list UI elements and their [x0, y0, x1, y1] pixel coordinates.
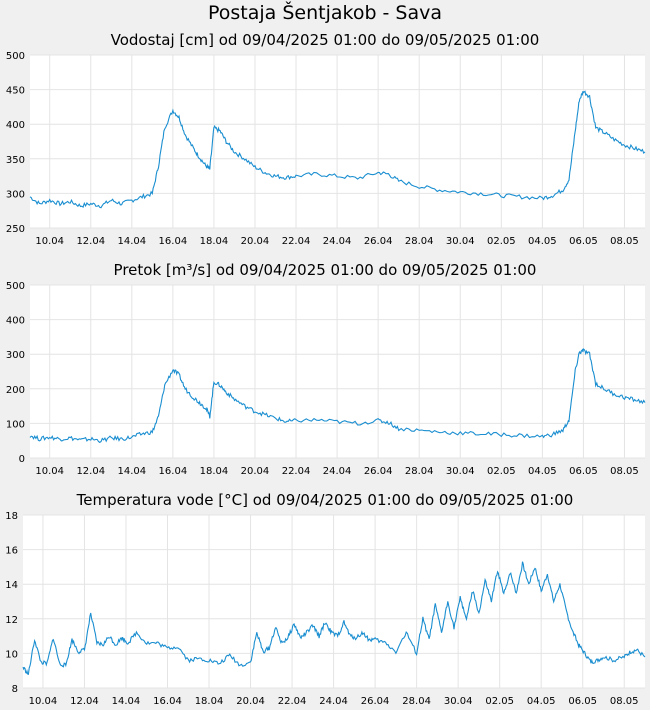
x-tick-label: 08.05 — [610, 236, 639, 247]
y-tick-label: 500 — [6, 281, 25, 292]
x-tick-label: 08.05 — [610, 466, 639, 477]
y-tick-label: 200 — [6, 385, 25, 396]
x-tick-label: 16.04 — [159, 466, 188, 477]
y-tick-label: 12 — [5, 615, 18, 626]
water-temperature-chart-title: Temperatura vode [°C] od 09/04/2025 01:0… — [76, 491, 574, 509]
x-tick-label: 18.04 — [195, 696, 224, 707]
y-tick-label: 8 — [12, 684, 18, 695]
x-tick-label: 20.04 — [241, 236, 270, 247]
x-tick-label: 02.05 — [485, 696, 514, 707]
x-tick-label: 04.05 — [528, 466, 557, 477]
x-tick-label: 30.04 — [444, 696, 473, 707]
discharge-chart: Pretok [m³/s] od 09/04/2025 01:00 do 09/… — [6, 261, 646, 477]
water-temperature-series-line — [22, 561, 646, 676]
page-title: Postaja Šentjakob - Sava — [207, 2, 443, 24]
y-tick-label: 100 — [6, 419, 25, 430]
y-tick-label: 300 — [6, 350, 25, 361]
water-level-chart: Vodostaj [cm] od 09/04/2025 01:00 do 09/… — [6, 31, 646, 247]
x-tick-label: 28.04 — [402, 696, 431, 707]
x-tick-label: 12.04 — [70, 696, 99, 707]
y-tick-label: 300 — [6, 189, 25, 200]
y-tick-label: 18 — [5, 511, 18, 522]
x-tick-label: 18.04 — [200, 466, 229, 477]
x-tick-label: 26.04 — [364, 236, 393, 247]
x-tick-label: 06.05 — [569, 236, 598, 247]
x-tick-label: 04.05 — [528, 236, 557, 247]
x-tick-label: 12.04 — [76, 236, 105, 247]
x-tick-label: 24.04 — [319, 696, 348, 707]
y-tick-label: 400 — [6, 316, 25, 327]
x-tick-label: 18.04 — [200, 236, 229, 247]
x-tick-label: 14.04 — [117, 236, 146, 247]
x-tick-label: 04.05 — [527, 696, 556, 707]
y-tick-label: 14 — [5, 580, 18, 591]
x-tick-label: 22.04 — [282, 466, 311, 477]
discharge-chart-title: Pretok [m³/s] od 09/04/2025 01:00 do 09/… — [114, 261, 537, 279]
x-tick-label: 20.04 — [241, 466, 270, 477]
y-tick-label: 500 — [6, 51, 25, 62]
x-tick-label: 22.04 — [278, 696, 307, 707]
y-tick-label: 16 — [5, 546, 18, 557]
x-tick-label: 02.05 — [487, 236, 516, 247]
x-tick-label: 24.04 — [323, 466, 352, 477]
x-tick-label: 20.04 — [236, 696, 265, 707]
x-tick-label: 14.04 — [117, 466, 146, 477]
x-tick-label: 16.04 — [153, 696, 182, 707]
x-tick-label: 30.04 — [446, 236, 475, 247]
y-tick-label: 400 — [6, 120, 25, 131]
y-tick-label: 10 — [5, 649, 18, 660]
x-tick-label: 12.04 — [76, 466, 105, 477]
x-tick-label: 28.04 — [405, 466, 434, 477]
x-tick-label: 26.04 — [364, 466, 393, 477]
y-tick-label: 350 — [6, 155, 25, 166]
x-tick-label: 10.04 — [35, 466, 64, 477]
x-tick-label: 28.04 — [405, 236, 434, 247]
x-tick-label: 22.04 — [282, 236, 311, 247]
x-tick-label: 02.05 — [487, 466, 516, 477]
x-tick-label: 24.04 — [323, 236, 352, 247]
x-tick-label: 10.04 — [29, 696, 58, 707]
x-tick-label: 16.04 — [159, 236, 188, 247]
x-tick-label: 06.05 — [568, 696, 597, 707]
x-tick-label: 08.05 — [610, 696, 639, 707]
water-level-series-line — [29, 90, 646, 209]
x-tick-label: 14.04 — [112, 696, 141, 707]
x-tick-label: 26.04 — [361, 696, 390, 707]
y-tick-label: 250 — [6, 224, 25, 235]
x-tick-label: 10.04 — [35, 236, 64, 247]
x-tick-label: 06.05 — [569, 466, 598, 477]
y-tick-label: 0 — [19, 454, 25, 465]
discharge-series-line — [29, 348, 646, 444]
y-tick-label: 450 — [6, 86, 25, 97]
x-tick-label: 30.04 — [446, 466, 475, 477]
water-temperature-chart: Temperatura vode [°C] od 09/04/2025 01:0… — [5, 491, 646, 707]
water-level-chart-title: Vodostaj [cm] od 09/04/2025 01:00 do 09/… — [111, 31, 540, 49]
